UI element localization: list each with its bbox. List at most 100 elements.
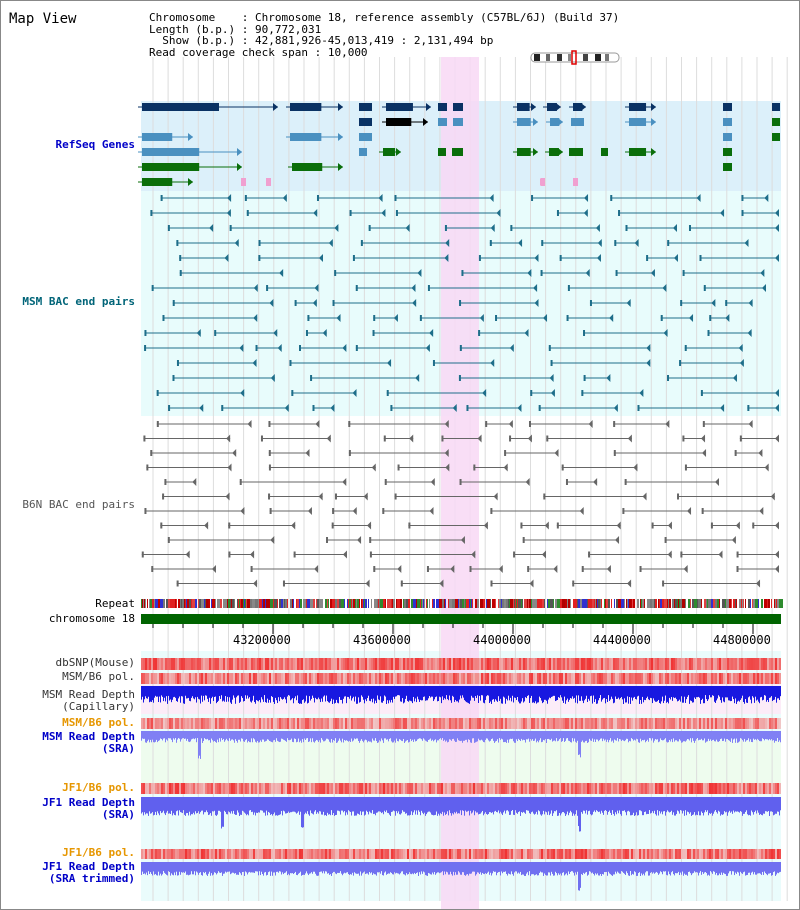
depth-bar-jf1	[615, 797, 616, 813]
depth-bar-capillary	[577, 686, 578, 704]
depth-bar-jf1	[461, 797, 462, 816]
depth-bar-sra	[486, 731, 487, 739]
repeat-mark	[692, 599, 695, 608]
depth-bar-jf1	[751, 797, 752, 811]
pol-heat-cell	[473, 849, 475, 859]
pol-heat-cell	[347, 673, 349, 684]
pol-heat-cell	[319, 673, 321, 684]
depth-bar-capillary	[235, 686, 236, 704]
pol-heat-cell	[657, 718, 659, 729]
depth-bar-jf1	[267, 797, 268, 816]
pol-heat-cell	[263, 718, 265, 729]
repeat-mark	[426, 599, 427, 608]
pol-heat-cell	[551, 673, 553, 684]
pol-heat-cell	[691, 783, 693, 794]
depth-bar-sra	[722, 731, 723, 742]
repeat-mark	[267, 599, 271, 608]
depth-bar-jf1	[708, 797, 709, 816]
pol-heat-cell	[771, 718, 773, 729]
depth-bar-jf1	[634, 797, 635, 816]
pol-heat-cell	[353, 849, 355, 859]
depth-bar-capillary	[594, 686, 595, 703]
depth-bar-jf1-trim	[345, 862, 346, 874]
depth-bar-capillary	[731, 686, 732, 702]
pol-heat-cell	[623, 673, 625, 684]
repeat-mark	[368, 599, 369, 608]
pol-heat-cell	[773, 658, 775, 670]
depth-bar-jf1-trim	[243, 862, 244, 872]
depth-bar-jf1	[506, 797, 507, 811]
depth-bar-capillary	[268, 686, 269, 703]
pol-heat-cell	[375, 658, 377, 670]
depth-bar-capillary	[525, 686, 526, 698]
pol-heat-cell	[729, 849, 731, 859]
depth-bar-sra	[495, 731, 496, 742]
pol-heat-cell	[211, 718, 213, 729]
depth-bar-capillary	[262, 686, 263, 700]
depth-bar-sra	[581, 731, 582, 742]
depth-bar-capillary	[491, 686, 492, 704]
gene-exon	[383, 148, 396, 156]
pol-heat-cell	[711, 849, 713, 859]
pol-heat-cell	[377, 849, 379, 859]
pol-heat-cell	[589, 658, 591, 670]
pol-heat-cell	[267, 783, 269, 794]
depth-bar-sra	[443, 731, 444, 741]
pol-heat-cell	[631, 849, 633, 859]
pol-heat-cell	[279, 718, 281, 729]
pol-heat-cell	[227, 718, 229, 729]
repeat-mark	[385, 599, 386, 608]
repeat-mark	[445, 599, 446, 608]
pol-heat-cell	[749, 783, 751, 794]
pol-heat-cell	[251, 673, 253, 684]
pol-heat-cell	[369, 783, 371, 794]
depth-bar-jf1	[589, 797, 590, 811]
pol-heat-cell	[283, 673, 285, 684]
msm-bac-end	[229, 225, 232, 231]
pol-heat-cell	[179, 718, 181, 729]
depth-bar-capillary	[233, 686, 234, 696]
depth-bar-capillary	[495, 686, 496, 700]
pol-heat-cell	[485, 658, 487, 670]
pol-heat-cell	[565, 718, 567, 729]
depth-bar-jf1-trim	[258, 862, 259, 876]
depth-bar-jf1-trim	[399, 862, 400, 875]
repeat-mark	[195, 599, 197, 608]
depth-bar-jf1-trim	[442, 862, 443, 872]
depth-bar-capillary	[187, 686, 188, 699]
pol-heat-cell	[617, 658, 619, 670]
pol-heat-cell	[149, 783, 151, 794]
pol-heat-cell	[625, 718, 627, 729]
depth-bar-capillary	[759, 686, 760, 704]
depth-bar-jf1	[363, 797, 364, 812]
depth-bar-capillary	[695, 686, 696, 699]
depth-bar-sra	[153, 731, 154, 743]
pol-heat-cell	[745, 849, 747, 859]
pol-heat-cell	[333, 658, 335, 670]
pol-heat-cell	[329, 783, 331, 794]
pol-heat-cell	[301, 783, 303, 794]
depth-bar-sra	[191, 731, 192, 740]
depth-bar-jf1	[660, 797, 661, 814]
pol-heat-cell	[727, 849, 729, 859]
pol-heat-cell	[511, 658, 513, 670]
pol-heat-cell	[693, 673, 695, 684]
depth-bar-capillary	[381, 686, 382, 703]
pol-heat-cell	[479, 849, 481, 859]
pol-heat-cell	[705, 849, 707, 859]
depth-bar-sra	[397, 731, 398, 742]
pol-heat-cell	[205, 783, 207, 794]
depth-bar-jf1-trim	[507, 862, 508, 876]
depth-bar-sra	[181, 731, 182, 740]
pol-heat-cell	[453, 718, 455, 729]
depth-bar-capillary	[320, 686, 321, 703]
pol-heat-cell	[529, 673, 531, 684]
msm-bac-arrow	[444, 254, 449, 262]
depth-bar-sra	[159, 731, 160, 741]
pol-heat-cell	[267, 718, 269, 729]
pol-heat-cell	[539, 783, 541, 794]
depth-bar-jf1	[568, 797, 569, 816]
depth-bar-jf1-trim	[211, 862, 212, 874]
depth-bar-sra	[576, 731, 577, 743]
